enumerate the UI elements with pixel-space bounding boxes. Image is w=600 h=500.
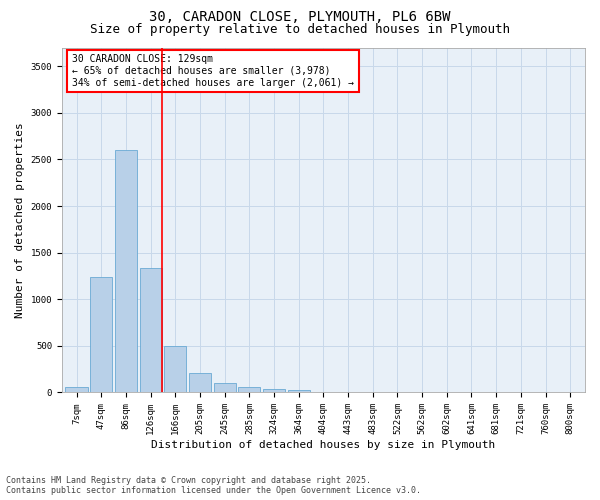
Bar bbox=[140, 268, 162, 392]
Bar bbox=[115, 150, 137, 392]
Bar bbox=[164, 346, 187, 393]
Y-axis label: Number of detached properties: Number of detached properties bbox=[15, 122, 25, 318]
Bar bbox=[238, 388, 260, 392]
Bar bbox=[90, 277, 112, 392]
Bar bbox=[214, 383, 236, 392]
Bar bbox=[263, 388, 285, 392]
Bar bbox=[65, 388, 88, 392]
Bar bbox=[189, 374, 211, 392]
Text: Contains HM Land Registry data © Crown copyright and database right 2025.
Contai: Contains HM Land Registry data © Crown c… bbox=[6, 476, 421, 495]
Text: Size of property relative to detached houses in Plymouth: Size of property relative to detached ho… bbox=[90, 22, 510, 36]
X-axis label: Distribution of detached houses by size in Plymouth: Distribution of detached houses by size … bbox=[151, 440, 496, 450]
Text: 30 CARADON CLOSE: 129sqm
← 65% of detached houses are smaller (3,978)
34% of sem: 30 CARADON CLOSE: 129sqm ← 65% of detach… bbox=[72, 54, 354, 88]
Bar bbox=[287, 390, 310, 392]
Text: 30, CARADON CLOSE, PLYMOUTH, PL6 6BW: 30, CARADON CLOSE, PLYMOUTH, PL6 6BW bbox=[149, 10, 451, 24]
